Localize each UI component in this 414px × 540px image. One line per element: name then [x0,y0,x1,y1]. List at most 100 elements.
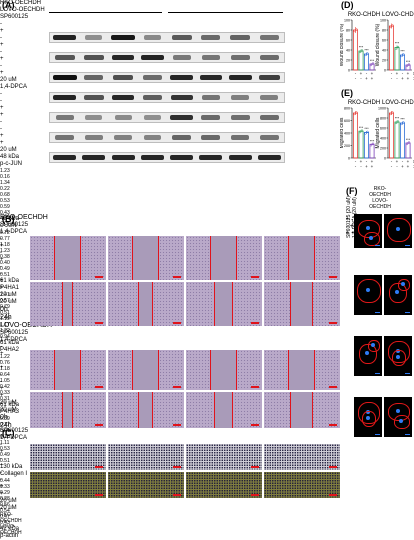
scale-bar [173,322,181,324]
chart-treatment-sign: + [407,76,410,81]
blot-band [143,135,162,140]
wound-gap [214,282,232,326]
blot-ratio-value: 0.16 [0,174,10,180]
blot-band [259,115,279,120]
wound-dose: 20 uM [0,292,17,298]
if-cell [387,218,411,242]
treatment-sign: + [0,28,4,34]
wound-gap [54,236,80,280]
chart-ylabel: Wound closure (%) [375,23,381,66]
wound-sp-sign: + [0,365,4,371]
wound-gap [54,350,80,390]
chart-ytick-label: 20 [346,58,350,62]
wound-image [186,392,262,428]
chart-significance: *** [406,60,411,64]
wound-dpca-sign: + [0,285,4,291]
blot-band [85,35,103,40]
if-image [354,336,382,376]
scale-bar [173,276,181,278]
wound-image [108,392,184,428]
panel-f-immunofluorescence: RKO- OECHDH LOVO- OECHDH - - + -- + + + SP600… [346,186,414,500]
chart-treatment-sign: - [391,159,393,164]
transwell-image [30,444,106,470]
chart-significance: *** [400,118,405,122]
blot-ratio-value: 0.94 [0,334,10,340]
scale-bar [95,424,103,426]
blot-strip [49,112,285,123]
chart-treatment-sign: + [371,76,374,81]
blot-kda-label: 61 kDa [0,402,20,408]
chart-point [394,121,398,125]
wound-edge-line [214,392,215,428]
chart-treatment-sign: - [355,71,357,76]
transwell-sp-sign: - [0,456,2,462]
wound-image [186,236,262,280]
transwell-image [264,444,340,470]
wound-image [186,350,262,390]
if-cell [368,340,380,352]
blot-band [172,55,191,60]
group-title-lovo: LOVO-OECHDH [0,7,45,13]
blot-ratio-value: 1.17 [0,322,10,328]
blot-ratio-value: 1.22 [0,354,10,360]
wound-dpca-sign: + [0,386,4,392]
wound-dpca-label: 1,4-DPCA [0,337,28,343]
blot-ratio-value: 1.19 [0,316,10,322]
chart-point [366,52,369,55]
chart-point [407,63,411,66]
scale-bar [251,386,259,388]
wound-sp-sign: - [0,344,2,350]
wound-image [30,392,106,428]
chart-bar [363,131,369,159]
chart-treatment-sign: - [402,159,404,164]
wound-edge-line [138,392,139,428]
blot-ratio-value: 0.72 [0,230,10,236]
if-col-label-rko: RKO- OECHDH [369,186,391,198]
chart-bar [358,130,364,159]
treatment-sign: + [0,70,4,76]
chart-significance: *** [364,127,369,131]
group-line-rko [49,12,162,13]
chart-ytick-label: 80 [346,28,350,32]
wound-dpca-sign: - [0,264,2,270]
if-nucleus [366,416,370,420]
chart-ytick-label: 400 [344,131,350,135]
wound-sp-sign: + [0,243,4,249]
scale-bar [173,494,181,496]
blot-protein-label: c-JUN [0,223,17,229]
chart-ytick-label: 800 [344,106,350,110]
blot-ratio-value: 1.11 [0,440,10,446]
chart-ylabel: Migrated cells [375,117,381,148]
chart-title: RKO-CHDH [348,100,380,106]
wound-gap [62,392,72,428]
if-nucleus [366,226,370,230]
chart-significance: *** [406,138,411,142]
chart-bar [394,47,400,71]
chart-bar [369,143,375,159]
wound-dpca-sign: - [0,271,2,277]
wound-gap [62,282,72,326]
chart-bar [352,112,358,159]
scale-bar [251,466,259,468]
blot-ratio-value: 1.23 [0,168,10,174]
chart-point [400,122,403,126]
blot-protein-label: p-c-JUN [0,161,22,167]
transwell-dpca-sign: - [0,470,2,476]
wound-edge-line [290,282,291,326]
wound-gap [132,236,158,280]
chart-point [405,142,409,146]
chart-treatment-sign: + [396,71,399,76]
wound-gap [290,392,312,428]
scale-bar [251,276,259,278]
chart-point [400,54,403,58]
if-nucleus [395,290,399,294]
wound-edge-line [210,236,211,280]
blot-band [170,95,193,100]
chart-bar [363,53,369,71]
wound-edge-line [132,350,133,390]
blot-band [53,155,77,160]
wound-edge-line [54,236,55,280]
blot-ratio-value: 0.31 [0,396,10,402]
blot-ratio-value: 1.22 [0,328,10,334]
